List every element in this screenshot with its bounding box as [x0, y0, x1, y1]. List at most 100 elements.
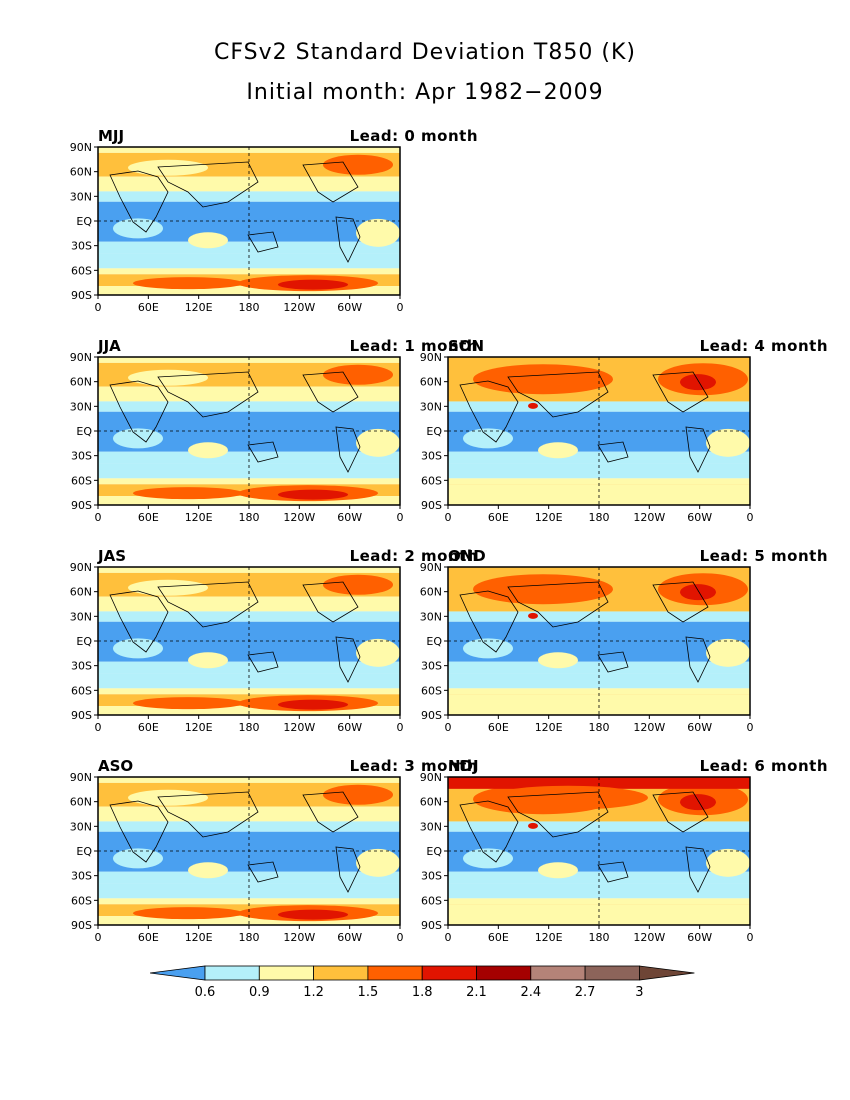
lat-label: 60S: [421, 684, 442, 697]
lat-label: 30N: [70, 190, 92, 203]
value-patch: [278, 909, 348, 920]
continent-outline: [652, 371, 709, 413]
continent-outline: [335, 426, 361, 473]
panel-lead-label: Lead: 4 month: [699, 337, 828, 355]
value-patch: [473, 574, 613, 605]
lat-label: 90S: [71, 709, 92, 722]
continent-outline: [302, 581, 359, 623]
continent-outline: [335, 846, 361, 893]
continent-outline: [302, 161, 359, 203]
panel-season-label: JJA: [98, 337, 121, 355]
lat-label: 90S: [421, 499, 442, 512]
lat-label: EQ: [426, 425, 442, 438]
value-patch: [278, 489, 348, 500]
lat-label: 60N: [420, 796, 442, 809]
lat-label: 60N: [70, 166, 92, 179]
lon-label: 60E: [138, 511, 159, 524]
lat-label: 90S: [421, 709, 442, 722]
lat-label: EQ: [426, 635, 442, 648]
value-band: [448, 883, 750, 899]
value-patch: [113, 428, 163, 449]
figure-subtitle: Initial month: Apr 1982−2009: [246, 80, 604, 105]
continent-outline: [157, 581, 259, 628]
lat-label: 90N: [70, 561, 92, 574]
colorbar-label: 2.1: [466, 985, 487, 1000]
lon-label: 120W: [283, 301, 315, 314]
continent-outline: [459, 590, 519, 653]
lon-label: 180: [239, 931, 260, 944]
value-band: [98, 661, 400, 674]
value-patch: [188, 442, 228, 459]
lon-label: 60W: [337, 931, 362, 944]
lat-label: 60N: [420, 376, 442, 389]
value-patch: [680, 374, 716, 391]
colorbar-label: 0.6: [195, 985, 216, 1000]
continent-outline: [247, 861, 279, 883]
value-band: [98, 286, 400, 295]
lat-label: 60N: [70, 586, 92, 599]
panel-season-label: MJJ: [98, 127, 125, 145]
value-band: [98, 673, 400, 689]
value-patch: [706, 848, 750, 877]
value-patch: [188, 652, 228, 669]
colorbar-arrow-right: [638, 965, 695, 981]
lon-label: 120W: [633, 931, 665, 944]
panel-aso: ASO Lead: 3 month 90N 60N 30N EQ 30S 60S 90S 0 6…: [70, 757, 478, 957]
lat-label: 30N: [420, 610, 442, 623]
lon-label: 120E: [185, 301, 213, 314]
lon-label: 180: [589, 931, 610, 944]
lat-label: 60S: [71, 894, 92, 907]
value-patch: [128, 579, 208, 596]
colorbar-swatch: [530, 965, 586, 981]
colorbar-swatch: [258, 965, 315, 981]
value-patch: [356, 428, 400, 457]
value-band: [98, 268, 400, 275]
continent-outline: [302, 791, 359, 833]
continent-outline: [685, 636, 711, 683]
lat-label: 90N: [70, 771, 92, 784]
panel-season-label: SON: [448, 337, 485, 355]
panel-season-label: NDJ: [448, 757, 479, 775]
value-patch: [133, 697, 243, 710]
continent-outline: [652, 581, 709, 623]
value-patch: [323, 154, 393, 175]
figure-title: CFSv2 Standard Deviation T850 (K): [214, 40, 636, 65]
value-patch: [113, 638, 163, 659]
continent-outline: [247, 231, 279, 253]
panel-lead-label: Lead: 2 month: [349, 547, 478, 565]
lon-label: 180: [239, 511, 260, 524]
lon-label: 0: [95, 511, 102, 524]
value-band: [98, 883, 400, 899]
continent-outline: [459, 380, 519, 443]
lat-label: 30S: [421, 450, 442, 463]
lon-label: 0: [747, 511, 754, 524]
lat-label: 30S: [71, 870, 92, 883]
continent-outline: [157, 791, 259, 838]
lon-label: 120E: [535, 511, 563, 524]
value-band: [98, 871, 400, 884]
value-band: [98, 898, 400, 905]
continent-outline: [507, 581, 609, 628]
value-patch: [133, 487, 243, 500]
lon-label: 0: [95, 931, 102, 944]
value-patch: [356, 848, 400, 877]
value-patch: [473, 364, 613, 395]
lon-label: 60E: [488, 931, 509, 944]
value-patch: [528, 822, 538, 829]
value-patch: [680, 794, 716, 811]
continent-outline: [335, 216, 361, 263]
continent-outline: [157, 371, 259, 418]
colorbar-label: 2.4: [520, 985, 541, 1000]
panel-jja: JJA Lead: 1 month 90N 60N 30N EQ 30S 60S 90S 0 6…: [70, 337, 478, 537]
lat-label: 30S: [71, 450, 92, 463]
value-band: [448, 688, 750, 695]
value-band: [448, 478, 750, 485]
lat-label: 60S: [71, 474, 92, 487]
value-patch: [128, 159, 208, 176]
continent-outline: [597, 441, 629, 463]
colorbar-swatch: [313, 965, 369, 981]
lon-label: 120W: [283, 931, 315, 944]
lat-label: 30S: [71, 660, 92, 673]
